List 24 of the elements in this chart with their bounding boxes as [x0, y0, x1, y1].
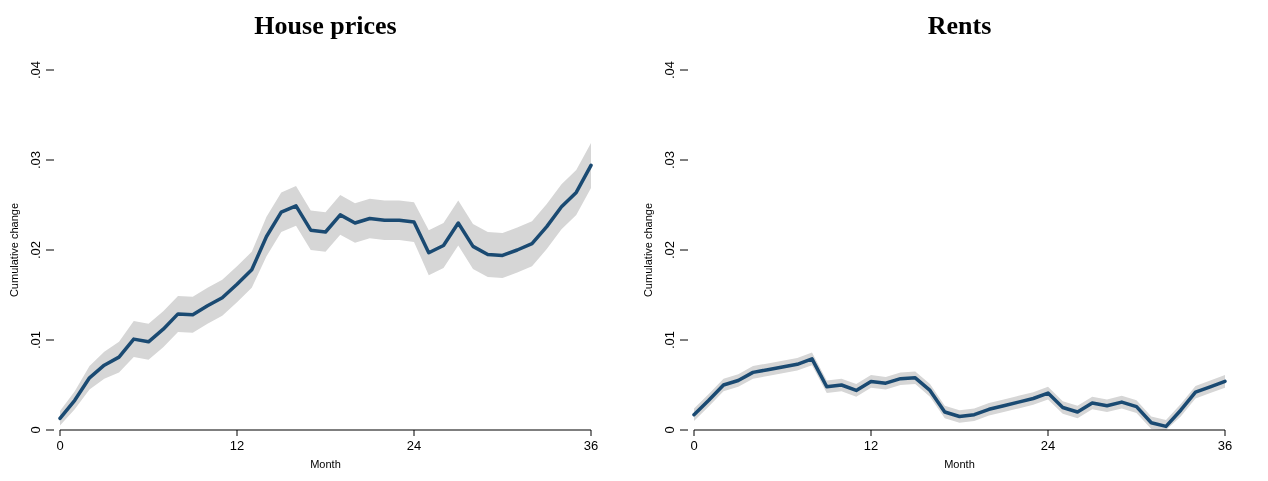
x-tick-label: 12 [229, 438, 245, 453]
x-tick-label: 12 [863, 438, 879, 453]
x-tick-label: 0 [690, 438, 698, 453]
y-tick-label: .01 [662, 330, 677, 350]
y-tick-label: .02 [662, 240, 677, 260]
x-tick-label: 0 [56, 438, 64, 453]
y-tick-label: .03 [28, 150, 43, 170]
y-tick-label: .01 [28, 330, 43, 350]
y-axis-title: Cumulative change [642, 202, 654, 298]
x-axis-title: Month [944, 458, 975, 470]
chart-title: House prices [254, 11, 397, 40]
chart-title: Rents [927, 11, 992, 40]
x-tick-label: 36 [1217, 438, 1233, 453]
x-tick-label: 24 [1040, 438, 1056, 453]
y-tick-label: .04 [662, 60, 677, 80]
x-tick-label: 24 [406, 438, 422, 453]
y-tick-label: .02 [28, 240, 43, 260]
y-tick-label: .04 [28, 60, 43, 80]
x-axis-title: Month [310, 458, 341, 470]
y-tick-label: 0 [662, 426, 677, 434]
y-axis-title: Cumulative change [8, 202, 20, 298]
y-tick-label: 0 [28, 426, 43, 434]
y-tick-label: .03 [662, 150, 677, 170]
x-tick-label: 36 [583, 438, 599, 453]
